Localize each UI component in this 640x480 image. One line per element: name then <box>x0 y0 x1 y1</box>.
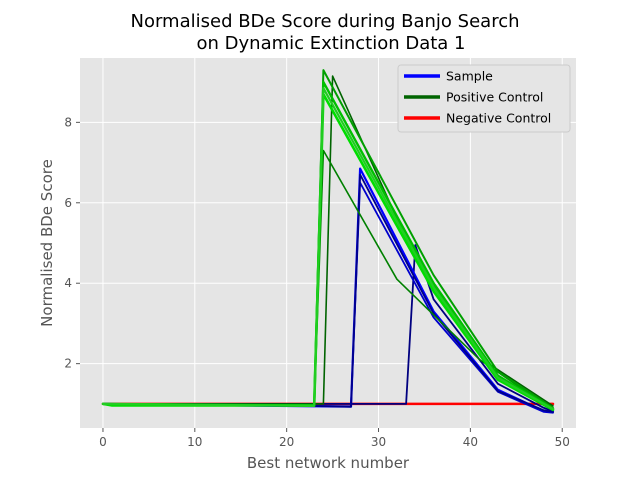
y-tick-label: 6 <box>64 196 72 210</box>
series-lines <box>101 69 555 414</box>
x-tick-label: 10 <box>187 435 202 449</box>
x-axis-label: Best network number <box>247 454 410 472</box>
x-tick-label: 50 <box>555 435 570 449</box>
legend-box <box>397 64 571 133</box>
y-axis-label: Normalised BDe Score <box>38 159 56 327</box>
x-tick-label: 20 <box>279 435 294 449</box>
legend: Sample Positive Control Negative Control <box>397 64 571 133</box>
legend-label: Positive Control <box>446 90 543 105</box>
x-tick-label: 30 <box>371 435 386 449</box>
axis-ticks: 0 10 20 30 40 50 2 4 6 8 <box>64 115 570 449</box>
legend-label: Sample <box>446 69 493 84</box>
y-tick-label: 4 <box>64 276 72 290</box>
x-tick-label: 0 <box>99 435 107 449</box>
chart-title-line-1: Normalised BDe Score during Banjo Search <box>130 11 519 32</box>
sample-series-line <box>102 244 554 413</box>
x-tick-label: 40 <box>463 435 478 449</box>
positive-control-series-line <box>102 75 554 407</box>
chart-title-line-2: on Dynamic Extinction Data 1 <box>197 33 466 54</box>
positive-control-series-line <box>101 87 555 411</box>
y-tick-label: 2 <box>64 357 72 371</box>
y-tick-label: 8 <box>64 115 72 129</box>
legend-label: Negative Control <box>446 111 551 126</box>
